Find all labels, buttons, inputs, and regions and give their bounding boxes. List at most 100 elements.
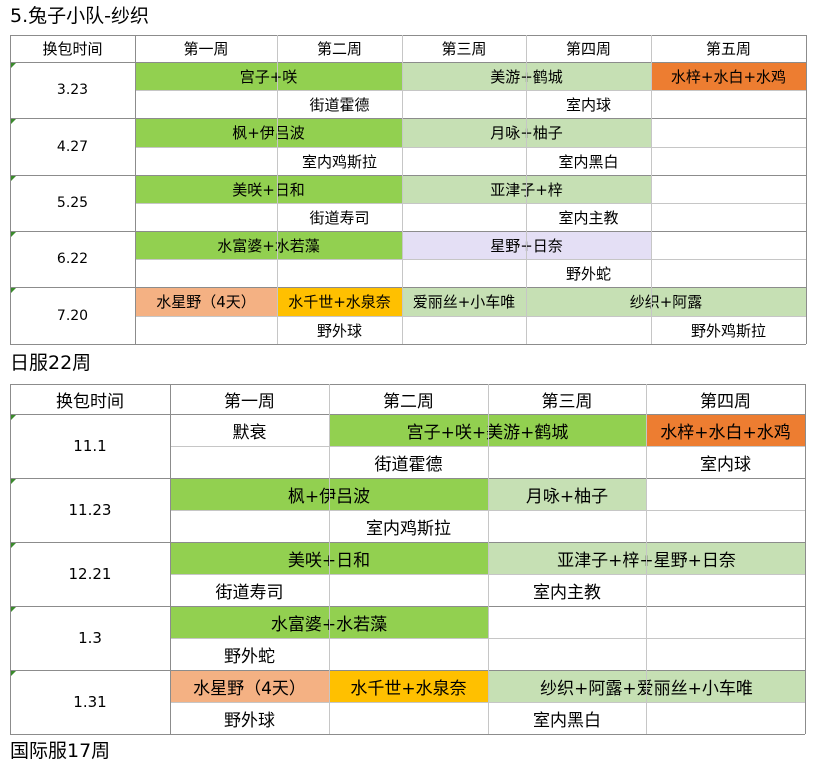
header-swap-time: 换包时间 <box>42 40 103 58</box>
event-cell: 水千世+水泉奈 <box>277 287 402 316</box>
schedule-table-rabbit-squad: 宫子+咲美游+鹤城水梓+水白+水鸡街道霍德室内球枫+伊吕波月咏+柚子室内鸡斯拉室… <box>9 34 807 345</box>
grid-line <box>10 733 805 735</box>
grid-line <box>805 35 807 344</box>
comment-marker-icon <box>10 670 17 677</box>
event-cell: 街道寿司 <box>215 582 284 603</box>
event-cell: 月咏+柚子 <box>488 478 646 510</box>
grid-line <box>135 89 806 91</box>
date-cell: 12.21 <box>10 542 170 606</box>
event-cell: 水星野（4天） <box>170 670 329 702</box>
comment-marker-icon <box>10 606 17 613</box>
grid-line <box>169 384 171 734</box>
grid-line <box>10 669 805 671</box>
grid-line <box>487 384 489 734</box>
comment-marker-icon <box>10 478 17 485</box>
grid-line <box>10 34 806 36</box>
grid-line <box>135 258 806 260</box>
event-cell: 街道霍德 <box>309 95 370 114</box>
event-cell: 街道霍德 <box>374 454 443 475</box>
grid-line <box>10 61 806 63</box>
comment-marker-icon <box>10 175 17 182</box>
event-cell: 室内球 <box>700 454 751 475</box>
grid-line <box>10 174 806 176</box>
header-week: 第二周 <box>316 40 362 58</box>
grid-line <box>135 146 806 148</box>
event-cell: 水富婆+水若藻 <box>135 231 402 259</box>
comment-marker-icon <box>10 542 17 549</box>
event-cell: 水梓+水白+水鸡 <box>651 62 806 90</box>
date-cell: 1.3 <box>10 606 170 670</box>
event-cell: 室内黑白 <box>533 710 601 731</box>
event-cell: 宫子+咲 <box>135 62 402 90</box>
comment-marker-icon <box>10 62 17 69</box>
grid-line <box>10 413 805 415</box>
comment-marker-icon <box>10 414 17 421</box>
event-cell: 美游+鹤城 <box>402 62 651 90</box>
event-cell: 野外蛇 <box>224 646 275 667</box>
grid-line <box>650 35 652 344</box>
header-week: 第一周 <box>183 40 229 58</box>
event-cell: 野外球 <box>224 710 275 731</box>
date-cell: 6.22 <box>10 231 135 287</box>
date-cell: 3.23 <box>10 62 135 118</box>
grid-line <box>401 35 403 344</box>
header-week: 第三周 <box>541 391 593 412</box>
grid-line <box>10 477 805 479</box>
schedule-table-jp-server: 默衰宫子+咲+美游+鹤城水梓+水白+水鸡街道霍德室内球枫+伊吕波月咏+柚子室内鸡… <box>9 383 806 735</box>
date-cell: 5.25 <box>10 175 135 231</box>
date-cell: 11.23 <box>10 478 170 542</box>
date-cell: 4.27 <box>10 118 135 175</box>
header-week: 第一周 <box>224 391 275 412</box>
header-week: 第四周 <box>565 40 611 58</box>
event-cell: 野外蛇 <box>565 264 611 283</box>
event-cell: 星野+日奈 <box>402 231 651 259</box>
date-cell: 11.1 <box>10 414 170 478</box>
grid-line <box>135 202 806 204</box>
comment-marker-icon <box>10 231 17 238</box>
event-cell: 室内主教 <box>558 208 619 227</box>
grid-line <box>328 384 330 734</box>
grid-line <box>10 383 805 385</box>
section-title-1: 5.兔子小队-纱织 <box>10 5 149 27</box>
grid-line <box>276 35 278 344</box>
grid-line <box>645 384 647 734</box>
event-cell: 水千世+水泉奈 <box>329 670 488 702</box>
grid-line <box>134 35 136 344</box>
event-cell: 室内黑白 <box>558 152 619 171</box>
grid-line <box>10 286 806 288</box>
event-cell: 美咲+日和 <box>135 175 402 203</box>
event-cell: 水梓+水白+水鸡 <box>646 414 805 446</box>
event-cell: 室内球 <box>565 95 611 114</box>
date-cell: 7.20 <box>10 287 135 344</box>
grid-line <box>9 384 11 734</box>
footer-title: 国际服17周 <box>10 740 111 762</box>
date-cell: 1.31 <box>10 670 170 734</box>
event-cell: 室内鸡斯拉 <box>366 518 451 539</box>
comment-marker-icon <box>10 287 17 294</box>
grid-line <box>10 605 805 607</box>
header-week: 第三周 <box>441 40 487 58</box>
event-cell: 野外鸡斯拉 <box>690 321 766 340</box>
header-week: 第二周 <box>383 391 434 412</box>
grid-line <box>10 541 805 543</box>
event-cell: 街道寿司 <box>309 208 370 227</box>
grid-line <box>9 35 11 344</box>
grid-line <box>135 315 806 317</box>
event-cell: 纱织+阿露 <box>526 287 806 316</box>
event-cell: 纱织+阿露+爱丽丝+小车唯 <box>488 670 805 702</box>
comment-marker-icon <box>10 118 17 125</box>
header-swap-time: 换包时间 <box>56 391 124 412</box>
event-cell: 月咏+柚子 <box>402 118 651 147</box>
event-cell: 室内主教 <box>533 582 601 603</box>
event-cell: 室内鸡斯拉 <box>301 152 377 171</box>
section-title-2: 日服22周 <box>10 352 92 374</box>
grid-line <box>804 384 806 734</box>
event-cell: 野外球 <box>316 321 362 340</box>
event-cell: 亚津子+梓+星野+日奈 <box>488 542 805 574</box>
event-cell: 亚津子+梓 <box>402 175 651 203</box>
event-cell: 爱丽丝+小车唯 <box>402 287 526 316</box>
grid-line <box>10 230 806 232</box>
header-week: 第五周 <box>705 40 751 58</box>
event-cell: 水星野（4天） <box>135 287 277 316</box>
event-cell: 默衰 <box>232 422 267 443</box>
